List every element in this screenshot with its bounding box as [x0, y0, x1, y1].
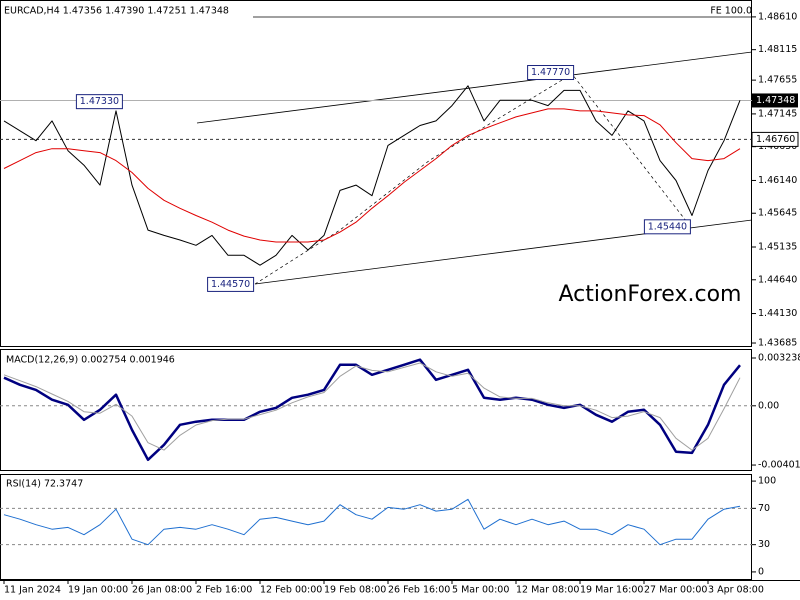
- y-tick-label: 1.48115: [758, 44, 797, 55]
- y-tick-label: 1.45135: [758, 242, 797, 253]
- y-tick-label: 1.47145: [758, 108, 797, 119]
- y-tick-label: 100: [758, 476, 776, 487]
- x-tick-label: 5 Mar 00:00: [452, 585, 509, 596]
- x-tick-label: 26 Jan 08:00: [132, 585, 192, 596]
- zigzag: [254, 73, 691, 285]
- x-tick-label: 2 Feb 16:00: [196, 585, 252, 596]
- x-tick-label: 11 Jan 2024: [4, 585, 61, 596]
- chart-title: EURCAD,H4 1.47356 1.47390 1.47251 1.4734…: [4, 6, 229, 17]
- annotation-label: 1.47330: [80, 96, 119, 107]
- price-panel: [0, 0, 752, 347]
- rsi-title: RSI(14) 72.3747: [6, 479, 83, 490]
- y-tick-label: 70: [758, 503, 770, 514]
- macd-title: MACD(12,26,9) 0.002754 0.001946: [6, 355, 175, 366]
- watermark: ActionForex.com: [559, 282, 742, 307]
- x-tick-label: 3 Apr 08:00: [708, 585, 764, 596]
- y-tick-label: 0.003238: [758, 353, 800, 364]
- series-line: [3, 498, 741, 546]
- level-label: 1.46760: [756, 134, 795, 145]
- x-tick-label: 19 Jan 00:00: [68, 585, 128, 596]
- price-box: [752, 93, 798, 108]
- annotation-box: [527, 65, 575, 81]
- y-tick-label: 0.00: [758, 400, 779, 411]
- x-tick-label: 26 Feb 16:00: [388, 585, 450, 596]
- y-tick-label: 1.48610: [758, 11, 797, 22]
- x-tick-label: 19 Feb 08:00: [324, 585, 386, 596]
- series-line: [3, 108, 741, 243]
- x-tick-label: 12 Feb 00:00: [260, 585, 322, 596]
- y-tick-label: 1.45645: [758, 208, 797, 219]
- series-line: [3, 358, 741, 462]
- macd-panel: [0, 349, 752, 471]
- series-line: [3, 85, 741, 266]
- series-line: [3, 362, 741, 451]
- annotation-box: [75, 94, 123, 110]
- x-tick-label: 12 Mar 08:00: [516, 585, 579, 596]
- price-label: 1.47348: [756, 95, 795, 106]
- y-tick-label: -0.004014: [758, 460, 800, 471]
- annotation-label: 1.47770: [531, 67, 570, 78]
- fe-label: FE 100.0: [710, 6, 752, 17]
- y-tick-label: 30: [758, 539, 770, 550]
- annotation-label: 1.45440: [648, 221, 687, 232]
- level-box: [751, 131, 799, 147]
- annotation-label: 1.44570: [211, 279, 250, 290]
- y-tick-label: 1.47655: [758, 75, 797, 86]
- channel-upper: [196, 51, 753, 124]
- rsi-panel: [0, 474, 752, 580]
- y-tick-label: 1.46140: [758, 175, 797, 186]
- y-tick-label: 0: [758, 566, 764, 577]
- x-tick-label: 27 Mar 00:00: [644, 585, 707, 596]
- annotation-box: [207, 276, 255, 292]
- y-tick-label: 1.44130: [758, 308, 797, 319]
- annotation-box: [643, 219, 691, 235]
- y-tick-label: 1.43685: [758, 338, 797, 349]
- x-tick-label: 19 Mar 16:00: [580, 585, 643, 596]
- y-tick-label: 1.44640: [758, 274, 797, 285]
